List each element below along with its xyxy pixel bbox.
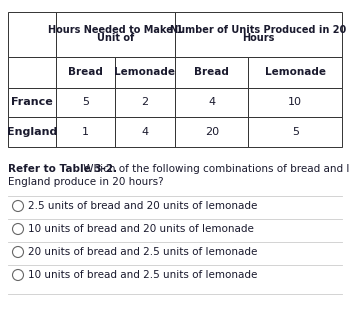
- Bar: [115, 88, 175, 117]
- Bar: [115, 117, 175, 147]
- Text: 1: 1: [82, 127, 89, 137]
- Bar: [248, 88, 342, 117]
- Text: 20 units of bread and 2.5 units of lemonade: 20 units of bread and 2.5 units of lemon…: [28, 247, 257, 257]
- Bar: [8, 56, 56, 88]
- Text: 10 units of bread and 2.5 units of lemonade: 10 units of bread and 2.5 units of lemon…: [28, 270, 257, 280]
- Bar: [56, 12, 175, 56]
- Text: 5: 5: [292, 127, 299, 137]
- Bar: [175, 88, 248, 117]
- Text: Hours: Hours: [242, 33, 275, 43]
- Text: 4: 4: [208, 97, 215, 107]
- Bar: [8, 12, 56, 56]
- Text: 20: 20: [205, 127, 219, 137]
- Bar: [8, 117, 56, 147]
- Text: 4: 4: [141, 127, 148, 137]
- Bar: [175, 56, 248, 88]
- Text: Bread: Bread: [194, 67, 229, 77]
- Text: England produce in 20 hours?: England produce in 20 hours?: [8, 177, 164, 187]
- Text: Lemonade: Lemonade: [265, 67, 326, 77]
- Bar: [175, 117, 248, 147]
- Text: Bread: Bread: [68, 67, 103, 77]
- Text: Refer to Table 3-2.: Refer to Table 3-2.: [8, 164, 117, 174]
- Text: 2.5 units of bread and 20 units of lemonade: 2.5 units of bread and 20 units of lemon…: [28, 201, 257, 211]
- Text: Which of the following combinations of bread and lemonade could: Which of the following combinations of b…: [80, 164, 350, 174]
- Bar: [8, 88, 56, 117]
- Bar: [56, 117, 115, 147]
- Text: France: France: [11, 97, 53, 107]
- Text: Unit of: Unit of: [97, 33, 134, 43]
- Text: Lemonade: Lemonade: [114, 67, 175, 77]
- Bar: [248, 117, 342, 147]
- Bar: [175, 12, 342, 56]
- Text: Hours Needed to Make 1: Hours Needed to Make 1: [48, 25, 183, 35]
- Bar: [115, 56, 175, 88]
- Text: Number of Units Produced in 20: Number of Units Produced in 20: [170, 25, 346, 35]
- Text: 10 units of bread and 20 units of lemonade: 10 units of bread and 20 units of lemona…: [28, 224, 253, 234]
- Text: 5: 5: [82, 97, 89, 107]
- Bar: [56, 56, 115, 88]
- Text: England: England: [7, 127, 57, 137]
- Text: 2: 2: [141, 97, 148, 107]
- Bar: [56, 88, 115, 117]
- Bar: [248, 56, 342, 88]
- Text: 10: 10: [288, 97, 302, 107]
